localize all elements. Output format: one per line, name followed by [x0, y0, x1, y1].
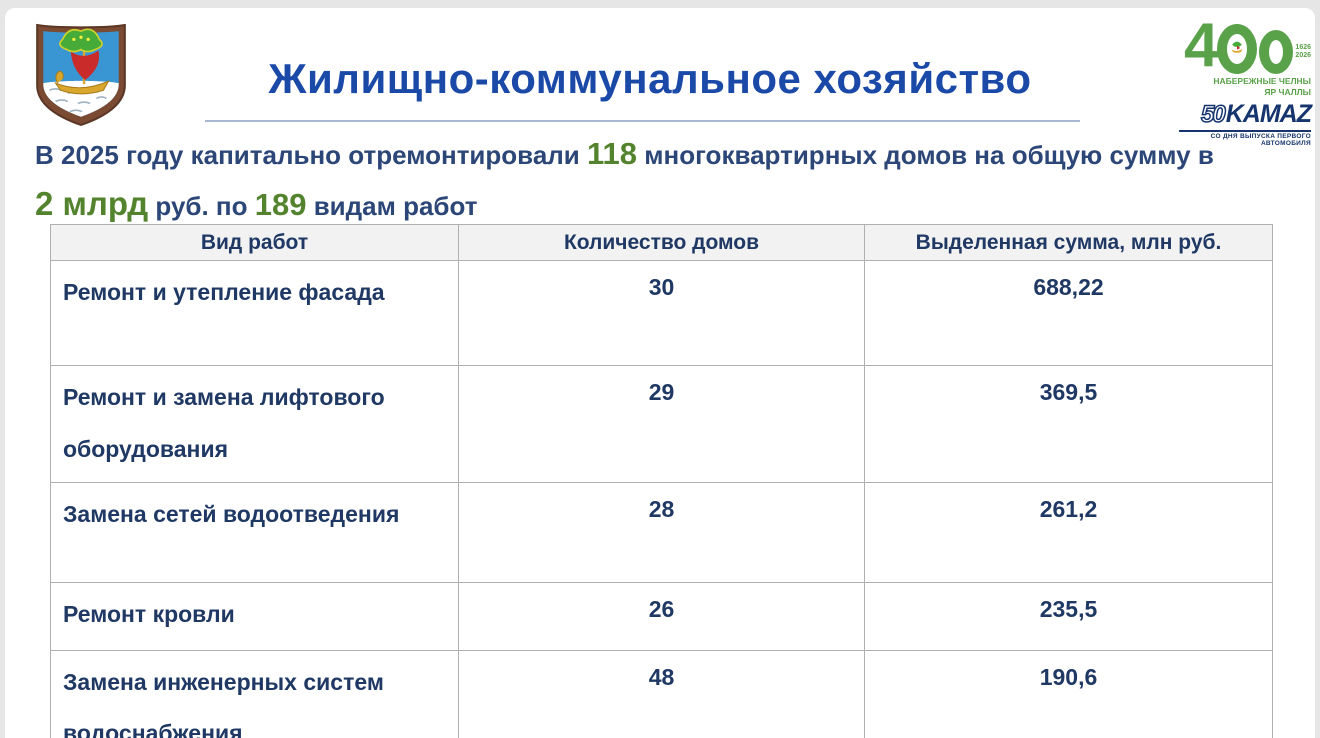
table-row: Ремонт и замена лифтового оборудования 2… [50, 365, 1273, 483]
table-row: Замена сетей водоотведения 28 261,2 [50, 481, 1273, 583]
table-header-row: Вид работ Количество домов Выделенная су… [50, 224, 1273, 261]
kamaz-underline [1179, 130, 1311, 133]
slide: Жилищно-коммунальное хозяйство 4 1626 20… [5, 8, 1315, 738]
logo-400-number: 4 1626 2026 [1179, 10, 1311, 81]
logo-city-line1: НАБЕРЕЖНЫЕ ЧЕЛНЫ [1213, 76, 1311, 86]
cell-work-type: Ремонт и замена лифтового оборудования [50, 365, 459, 483]
mini-boat-icon [1231, 41, 1244, 53]
logo-digit-4: 4 [1183, 11, 1219, 81]
highlight-houses-count: 118 [587, 136, 638, 171]
column-header-allocated-sum: Выделенная сумма, млн руб. [864, 224, 1273, 261]
summary-text: В 2025 году капитально отремонтировали 1… [35, 138, 1295, 223]
summary-text-part: руб. по [148, 191, 255, 221]
table-row: Ремонт и утепление фасада 30 688,22 [50, 260, 1273, 366]
kamaz-logo: 50 KAMAZ [1179, 100, 1312, 129]
table-row: Ремонт кровли 26 235,5 [50, 581, 1273, 651]
kamaz-subtitle: СО ДНЯ ВЫПУСКА ПЕРВОГО АВТОМОБИЛЯ [1210, 133, 1311, 148]
cell-work-type: Замена инженерных систем водоснабжения [50, 649, 459, 738]
cell-work-type: Замена сетей водоотведения [50, 481, 459, 583]
anniversary-logo: 4 1626 2026 НАБЕРЕЖНЫЕ ЧЕЛНЫ ЯР ЧАЛЛЫ 50… [1179, 10, 1312, 148]
summary-text-part: В 2025 году капитально отремонтировали [35, 140, 588, 170]
summary-text-part: видам работ [306, 191, 478, 221]
kamaz-wordmark: KAMAZ [1225, 100, 1312, 129]
summary-line-2: 2 млрд руб. по 189 видам работ [35, 185, 1295, 223]
logo-years: 1626 2026 [1295, 44, 1311, 74]
summary-line-1: В 2025 году капитально отремонтировали 1… [35, 138, 1295, 169]
cell-allocated-sum: 688,22 [864, 260, 1273, 366]
logo-ring-0-icon [1259, 30, 1294, 74]
cell-work-type: Ремонт кровли [50, 581, 459, 651]
highlight-total-sum: 2 млрд [35, 185, 149, 222]
logo-ring-0-icon [1217, 24, 1258, 74]
cell-allocated-sum: 190,6 [864, 649, 1273, 738]
logo-city-name: НАБЕРЕЖНЫЕ ЧЕЛНЫ ЯР ЧАЛЛЫ [1179, 76, 1311, 97]
table-row: Замена инженерных систем водоснабжения 4… [50, 649, 1273, 738]
column-header-houses-count: Количество домов [458, 224, 865, 261]
city-coat-of-arms-icon [36, 23, 126, 127]
logo-year-start: 1626 [1295, 43, 1311, 51]
page-title: Жилищно-коммунальное хозяйство [268, 55, 1032, 102]
cell-work-type: Ремонт и утепление фасада [50, 260, 459, 366]
cell-allocated-sum: 261,2 [864, 481, 1273, 583]
summary-text-part: многоквартирных домов на общую сумму в [637, 140, 1214, 170]
cell-allocated-sum: 235,5 [864, 581, 1273, 651]
logo-city-line2: ЯР ЧАЛЛЫ [1264, 86, 1311, 97]
cell-houses-count: 28 [458, 481, 865, 583]
highlight-work-types-count: 189 [254, 187, 307, 222]
logo-year-end: 2026 [1295, 51, 1311, 59]
column-header-work-type: Вид работ [50, 224, 459, 261]
kamaz-50-label: 50 [1200, 100, 1226, 129]
cell-houses-count: 30 [458, 260, 865, 366]
cell-houses-count: 26 [458, 581, 865, 651]
repairs-table: Вид работ Количество домов Выделенная су… [50, 224, 1273, 738]
cell-houses-count: 29 [458, 365, 865, 483]
cell-houses-count: 48 [458, 649, 865, 738]
title-underline [205, 120, 1080, 122]
cell-allocated-sum: 369,5 [864, 365, 1273, 483]
